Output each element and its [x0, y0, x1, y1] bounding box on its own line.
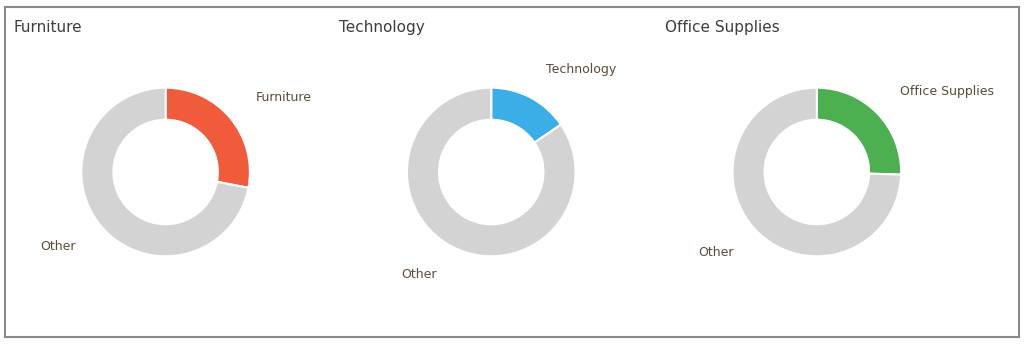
Wedge shape: [81, 88, 249, 256]
Text: Other: Other: [697, 246, 733, 259]
Text: Office Supplies: Office Supplies: [665, 20, 780, 35]
Wedge shape: [492, 88, 561, 143]
Wedge shape: [166, 88, 250, 188]
Text: Technology: Technology: [546, 63, 615, 76]
Wedge shape: [407, 88, 575, 256]
Wedge shape: [817, 88, 901, 175]
Text: Other: Other: [41, 240, 76, 252]
Text: Furniture: Furniture: [14, 20, 83, 35]
Text: Furniture: Furniture: [255, 92, 311, 104]
Wedge shape: [732, 88, 901, 256]
Text: Technology: Technology: [340, 20, 425, 35]
Text: Office Supplies: Office Supplies: [900, 85, 994, 98]
Text: Other: Other: [401, 268, 437, 281]
